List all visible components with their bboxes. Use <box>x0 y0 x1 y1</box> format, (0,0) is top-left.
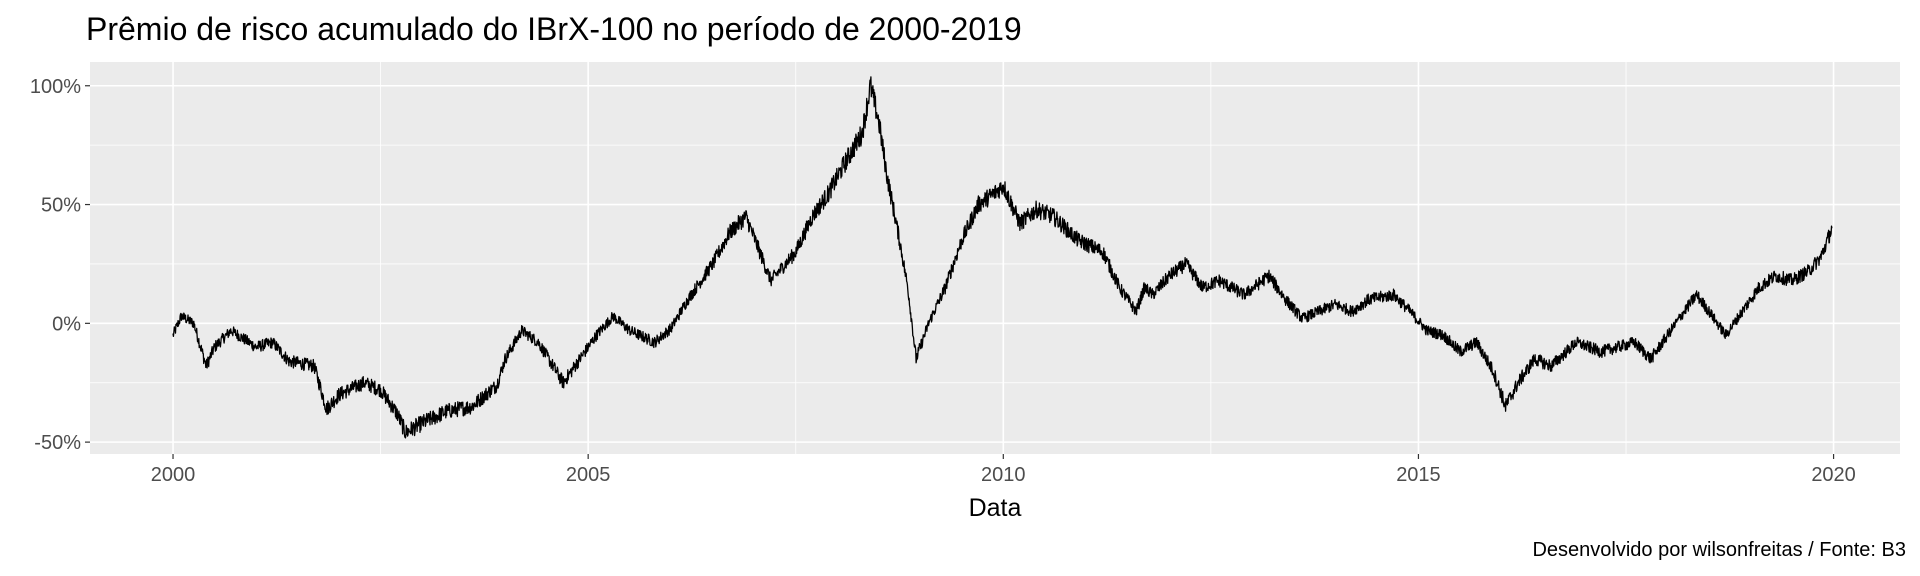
caption: Desenvolvido por wilsonfreitas / Fonte: … <box>1532 539 1906 561</box>
x-axis-title: Data <box>969 494 1022 522</box>
x-tick-label: 2020 <box>1811 464 1856 486</box>
y-tick-label: 0% <box>52 313 81 335</box>
y-tick-label: 100% <box>30 76 81 98</box>
y-tick-label: -50% <box>34 432 81 454</box>
major-gridlines <box>90 62 1900 454</box>
minor-gridlines <box>90 62 1900 454</box>
chart-title: Prêmio de risco acumulado do IBrX-100 no… <box>86 11 1022 47</box>
y-axis: -50% 0% 50% 100% <box>30 76 90 454</box>
series-group <box>172 76 1833 439</box>
x-axis: 2000 2005 2010 2015 2020 <box>151 454 1856 486</box>
y-tick-label: 50% <box>41 195 81 217</box>
plot-panel <box>90 62 1900 454</box>
x-tick-label: 2015 <box>1396 464 1441 486</box>
x-tick-label: 2005 <box>566 464 611 486</box>
x-tick-label: 2000 <box>151 464 196 486</box>
x-tick-label: 2010 <box>981 464 1026 486</box>
series-line-0 <box>172 76 1833 439</box>
